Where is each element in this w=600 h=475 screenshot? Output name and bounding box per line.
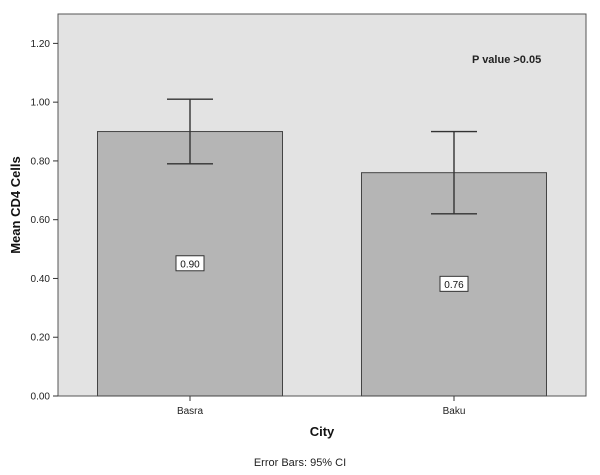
x-axis: Basra Baku — [177, 396, 465, 417]
error-bars-group — [167, 98, 477, 215]
data-label: 0.90 — [180, 259, 200, 270]
data-label-box — [439, 275, 469, 292]
data-labels-group: 0.90 0.76 — [175, 255, 469, 292]
error-bars-footnote: Error Bars: 95% CI — [254, 457, 346, 469]
p-value-annotation: P value >0.05 — [472, 54, 541, 66]
x-axis-title: City — [310, 424, 335, 439]
data-label-box — [175, 255, 205, 272]
y-axis: 0.00 0.20 0.40 0.60 0.80 1.00 1.20 — [31, 39, 58, 403]
x-tick-label: Baku — [443, 406, 466, 417]
y-tick-label: 0.60 — [31, 215, 51, 226]
y-axis-title: Mean CD4 Cells — [8, 156, 23, 254]
y-tick-label: 0.20 — [31, 333, 51, 344]
y-tick-label: 1.00 — [31, 98, 51, 109]
y-tick-label: 0.80 — [31, 156, 51, 167]
x-tick-label: Basra — [177, 406, 204, 417]
y-tick-label: 1.20 — [31, 39, 51, 50]
data-label: 0.76 — [444, 280, 464, 291]
y-tick-label: 0.40 — [31, 274, 51, 285]
y-tick-label: 0.00 — [31, 392, 51, 403]
